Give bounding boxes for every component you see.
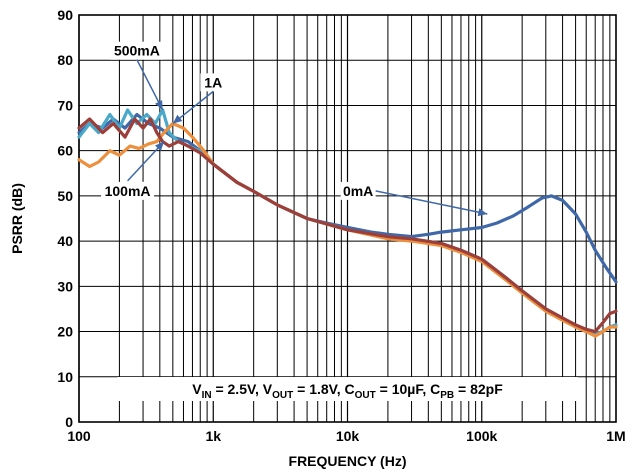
x-tick-label: 100 xyxy=(67,428,91,444)
subscript: OUT xyxy=(355,390,376,401)
x-axis-title: FREQUENCY (Hz) xyxy=(289,453,407,469)
conditions-text: VIN = 2.5V, VOUT = 1.8V, COUT = 10µF, CP… xyxy=(192,381,503,401)
text-segment: = 2.5V, V xyxy=(212,381,273,397)
annotation-label: 0mA xyxy=(343,183,373,199)
x-tick-label: 10k xyxy=(336,428,360,444)
y-tick-label: 40 xyxy=(57,233,73,249)
x-tick-label: 100k xyxy=(466,428,497,444)
y-axis-title: PSRR (dB) xyxy=(9,183,25,254)
plot-frame xyxy=(78,14,617,423)
annotation-label-bg xyxy=(200,73,227,92)
y-tick-label: 70 xyxy=(57,97,73,113)
conditions-box-bg xyxy=(117,377,578,401)
annotation-arrowhead xyxy=(172,114,183,124)
tick-labels: 0 10 20 30 40 50 60 70 80 90 100 1k 10k 100k 1M xyxy=(57,7,625,444)
y-tick-label: 20 xyxy=(57,324,73,340)
subscript: OUT xyxy=(272,390,293,401)
annotation-label-bg xyxy=(110,41,164,60)
x-tick-label: 1k xyxy=(205,428,221,444)
annotation-arrowhead xyxy=(154,141,165,151)
annotation-arrowhead xyxy=(155,100,163,110)
series-group xyxy=(77,108,618,338)
grid xyxy=(78,14,616,423)
annotation-label: 100mA xyxy=(105,183,151,199)
text-segment: V xyxy=(192,381,202,397)
subscript: IN xyxy=(202,390,212,401)
y-tick-label: 30 xyxy=(57,278,73,294)
y-tick-label: 10 xyxy=(57,369,73,385)
conditions-box: VIN = 2.5V, VOUT = 1.8V, COUT = 10µF, CP… xyxy=(117,377,578,401)
annotation-arrow-line xyxy=(136,59,164,111)
annotation-label: 1A xyxy=(204,74,222,90)
y-tick-label: 90 xyxy=(57,7,73,23)
text-segment: = 10µF, C xyxy=(376,381,440,397)
series-line-100ma xyxy=(77,117,618,334)
y-tick-label: 60 xyxy=(57,143,73,159)
plot-border xyxy=(78,14,617,423)
annotations: 500mA 1A 100mA 0mA xyxy=(101,41,488,217)
text-segment: = 1.8V, C xyxy=(293,381,354,397)
text-segment: = 82pF xyxy=(454,381,503,397)
y-tick-label: 50 xyxy=(57,188,73,204)
annotation-label: 500mA xyxy=(114,43,160,59)
x-tick-label: 1M xyxy=(606,428,625,444)
annotation-arrow-line xyxy=(375,190,488,215)
annotation-arrowhead xyxy=(477,208,488,217)
annotation-label-bg xyxy=(101,181,155,200)
y-tick-label: 0 xyxy=(65,414,73,430)
y-tick-label: 80 xyxy=(57,52,73,68)
subscript: PB xyxy=(440,390,454,401)
annotation-label-bg xyxy=(340,181,376,200)
